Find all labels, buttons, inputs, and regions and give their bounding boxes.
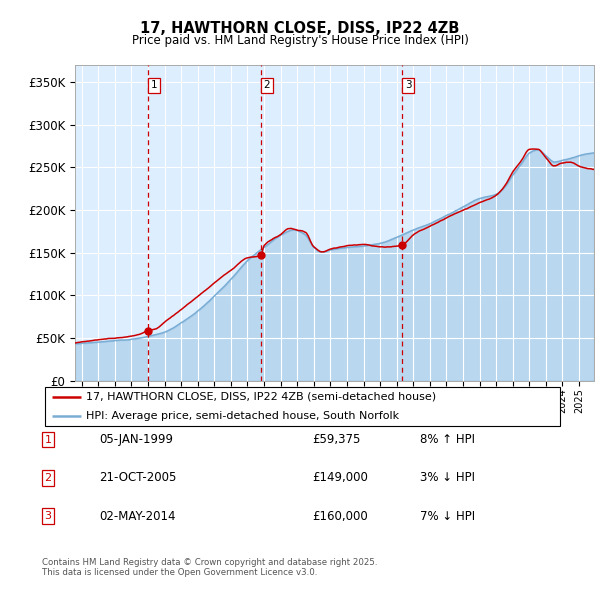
FancyBboxPatch shape — [44, 388, 560, 425]
Text: 21-OCT-2005: 21-OCT-2005 — [99, 471, 176, 484]
Text: 02-MAY-2014: 02-MAY-2014 — [99, 510, 176, 523]
Text: £59,375: £59,375 — [312, 433, 361, 446]
Text: Price paid vs. HM Land Registry's House Price Index (HPI): Price paid vs. HM Land Registry's House … — [131, 34, 469, 47]
Text: 3: 3 — [405, 80, 412, 90]
Text: 2: 2 — [44, 473, 52, 483]
Text: £149,000: £149,000 — [312, 471, 368, 484]
Text: 3: 3 — [44, 512, 52, 521]
Text: 17, HAWTHORN CLOSE, DISS, IP22 4ZB: 17, HAWTHORN CLOSE, DISS, IP22 4ZB — [140, 21, 460, 35]
Text: HPI: Average price, semi-detached house, South Norfolk: HPI: Average price, semi-detached house,… — [86, 411, 400, 421]
Text: 2: 2 — [263, 80, 270, 90]
Text: Contains HM Land Registry data © Crown copyright and database right 2025.
This d: Contains HM Land Registry data © Crown c… — [42, 558, 377, 577]
Text: 1: 1 — [44, 435, 52, 444]
Text: 3% ↓ HPI: 3% ↓ HPI — [420, 471, 475, 484]
Text: 05-JAN-1999: 05-JAN-1999 — [99, 433, 173, 446]
Text: 1: 1 — [151, 80, 157, 90]
Text: £160,000: £160,000 — [312, 510, 368, 523]
Text: 7% ↓ HPI: 7% ↓ HPI — [420, 510, 475, 523]
Text: 8% ↑ HPI: 8% ↑ HPI — [420, 433, 475, 446]
Text: 17, HAWTHORN CLOSE, DISS, IP22 4ZB (semi-detached house): 17, HAWTHORN CLOSE, DISS, IP22 4ZB (semi… — [86, 392, 436, 402]
